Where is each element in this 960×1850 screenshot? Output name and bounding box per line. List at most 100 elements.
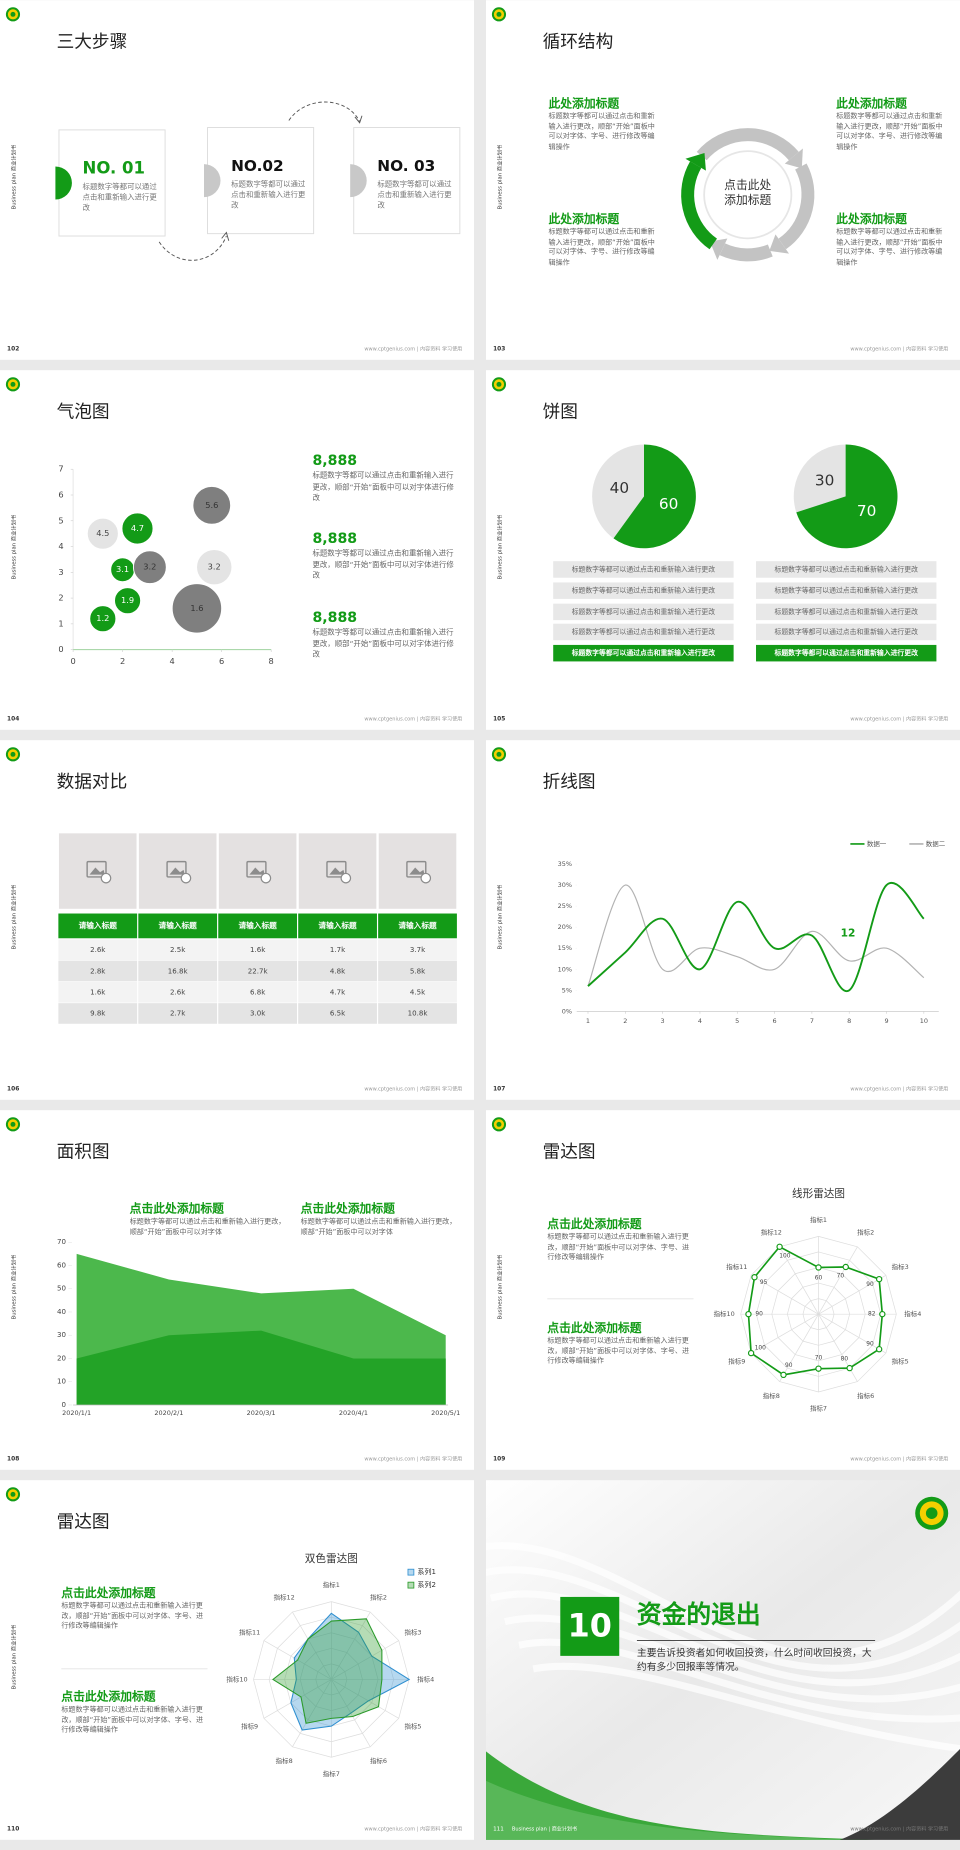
x-tick-label: 4 (698, 1017, 702, 1025)
number-box (560, 1596, 620, 1656)
x-tick-label: 10 (920, 1017, 928, 1025)
value-label: 70 (815, 1356, 823, 1362)
table-header-cell (298, 913, 377, 939)
slide-title: 面积图 (57, 1142, 110, 1163)
x-tick-label: 2020/5/1 (431, 1409, 460, 1417)
text-box: 标题数字等都可以通过点击和重新输入进行更改，顺部“开始”面板中可以对字体、字号、… (836, 228, 942, 267)
flow-arrow (288, 101, 361, 122)
text-box: 标题数字等都可以通过点击和重新输入进行更改，顺部“开始”面板中可以对字体、字号、… (547, 1232, 690, 1262)
table-cell (58, 1003, 138, 1024)
footer: www.cptgenius.com | 内容资料 学习使用 (850, 1456, 948, 1463)
y-tick-label: 15% (558, 944, 572, 952)
pie-slice (592, 444, 644, 539)
block-heading: 此处添加标题 (548, 96, 619, 110)
y-tick-label: 3 (58, 567, 63, 577)
axis-label: 指标9 (728, 1356, 745, 1365)
list-text: 标题数字等都可以通过点击和重新输入进行更改 (572, 627, 716, 636)
text-box: 标题数字等都可以通过点击和重新输入进行更改，顺部“开始”面板中可以对字体、字号、… (61, 1705, 203, 1734)
table-cell (138, 960, 218, 982)
logo-core (496, 11, 502, 17)
table-cell-text: 1.6k (250, 945, 266, 954)
table-header: 请输入标题 (159, 920, 198, 930)
footer: www.cptgenius.com | 内容资料 学习使用 (850, 716, 948, 723)
flow-arrowhead (221, 231, 230, 241)
table-cell (298, 981, 377, 1003)
axis-label: 指标10 (714, 1309, 735, 1318)
list-item (756, 561, 937, 578)
table-cell-text: 1.7k (330, 945, 346, 954)
pie-slice (793, 444, 846, 513)
axis-label: 指标4 (417, 1674, 434, 1683)
x-tick-label: 2 (623, 1017, 627, 1025)
value-label: 90 (866, 1282, 874, 1288)
text-box: 点击此处添加标题 (724, 179, 771, 207)
x-tick-label: 1 (586, 1017, 590, 1025)
step-marker (350, 164, 367, 198)
radar-spoke (331, 1640, 399, 1680)
y-tick-label: 10 (57, 1377, 66, 1386)
image-icon (86, 860, 107, 878)
text-box: 标题数字等都可以通过点击和重新输入进行更改，顺部“开始”面板中可以对字体进行修改 (312, 550, 453, 580)
y-tick-label: 5 (58, 515, 63, 525)
image-icon-plus (260, 872, 272, 884)
green-swoop-light (486, 1780, 840, 1840)
text-box: 标题数字等都可以通过点击和重新输入进行更改 (231, 181, 305, 211)
table-cell-text: 2.8k (90, 966, 106, 975)
bubble-label: 1.9 (121, 595, 134, 605)
value-label: 90 (866, 1341, 874, 1347)
radar-point (776, 1243, 783, 1250)
radar-spoke (292, 1679, 332, 1748)
axis-label: 指标9 (241, 1722, 258, 1731)
axis-label: 指标1 (810, 1215, 827, 1224)
pie-label: 70 (857, 502, 877, 520)
bubble (192, 485, 232, 525)
list-item (553, 582, 734, 599)
text-box: 标题数字等都可以通过点击和重新输入进行更改，顺部“开始”面板中可以对字体、字号、… (548, 112, 654, 151)
step-label: NO.02 (231, 157, 284, 175)
page-number: 106 (7, 1087, 19, 1093)
table-cell (58, 981, 138, 1003)
step-box (207, 127, 315, 235)
paragraph: 标题数字等都可以通过点击和重新输入进行更改，顺部“开始”面板中可以对字体、字号、… (836, 112, 943, 152)
slide-title: 循环结构 (543, 32, 614, 53)
x-tick-label: 6 (773, 1017, 777, 1025)
table-cell-text: 16.8k (168, 966, 189, 975)
image-icon-mountain (169, 867, 185, 875)
axis-label: 指标11 (726, 1262, 747, 1271)
axis-label: 指标4 (904, 1309, 921, 1318)
table-header: 请输入标题 (238, 920, 277, 930)
slide-title: 气泡图 (57, 402, 110, 423)
block-heading: 此处添加标题 (836, 212, 907, 226)
block-heading: 点击此处添加标题 (61, 1586, 155, 1600)
step-label: NO. 03 (377, 157, 435, 175)
footer: www.cptgenius.com | 内容资料 学习使用 (364, 1456, 462, 1463)
axis-label: 指标7 (323, 1769, 340, 1778)
side-label: Business plan 商业计划书 (10, 144, 18, 209)
logo-core (10, 751, 16, 757)
slide: Business plan 商业计划书 雷达图 110 www.cptgenius.c… (0, 1480, 474, 1840)
flow-arrow (158, 235, 227, 261)
page-number: 103 (493, 347, 505, 353)
value-label: 80 (841, 1356, 849, 1362)
x-tick-label: 3 (661, 1017, 665, 1025)
text-box: 标题数字等都可以通过点击和重新输入进行更改 (377, 181, 451, 211)
value-label: 90 (755, 1312, 763, 1318)
block-heading: 点击此处添加标题 (130, 1202, 224, 1216)
list-text: 标题数字等都可以通过点击和重新输入进行更改 (572, 586, 716, 595)
list-text: 标题数字等都可以通过点击和重新输入进行更改 (774, 648, 919, 657)
paragraph: 标题数字等都可以通过点击和重新输入进行更改，顺部“开始”面板中可以对字体、字号、… (61, 1601, 204, 1631)
text-box: 标题数字等都可以通过点击和重新输入进行更改 (83, 183, 157, 213)
table-cell (218, 939, 298, 961)
list-text: 标题数字等都可以通过点击和重新输入进行更改 (775, 607, 919, 616)
table-cell (218, 960, 298, 982)
paragraph: 标题数字等都可以通过点击和重新输入进行更改，顺部“开始”面板中可以对字体、字号、… (547, 1232, 690, 1262)
line-series (587, 881, 925, 992)
axis-label: 指标6 (857, 1391, 874, 1400)
slide-background (0, 370, 474, 730)
axis-label: 指标12 (274, 1593, 295, 1602)
logo-core (496, 751, 502, 757)
text-box: 标题数字等都可以通过点击和重新输入进行更改，顺部“开始”面板中可以对字体进行修改 (312, 629, 453, 659)
section-number: 10 (568, 1607, 612, 1645)
x-tick-label: 4 (170, 656, 175, 666)
